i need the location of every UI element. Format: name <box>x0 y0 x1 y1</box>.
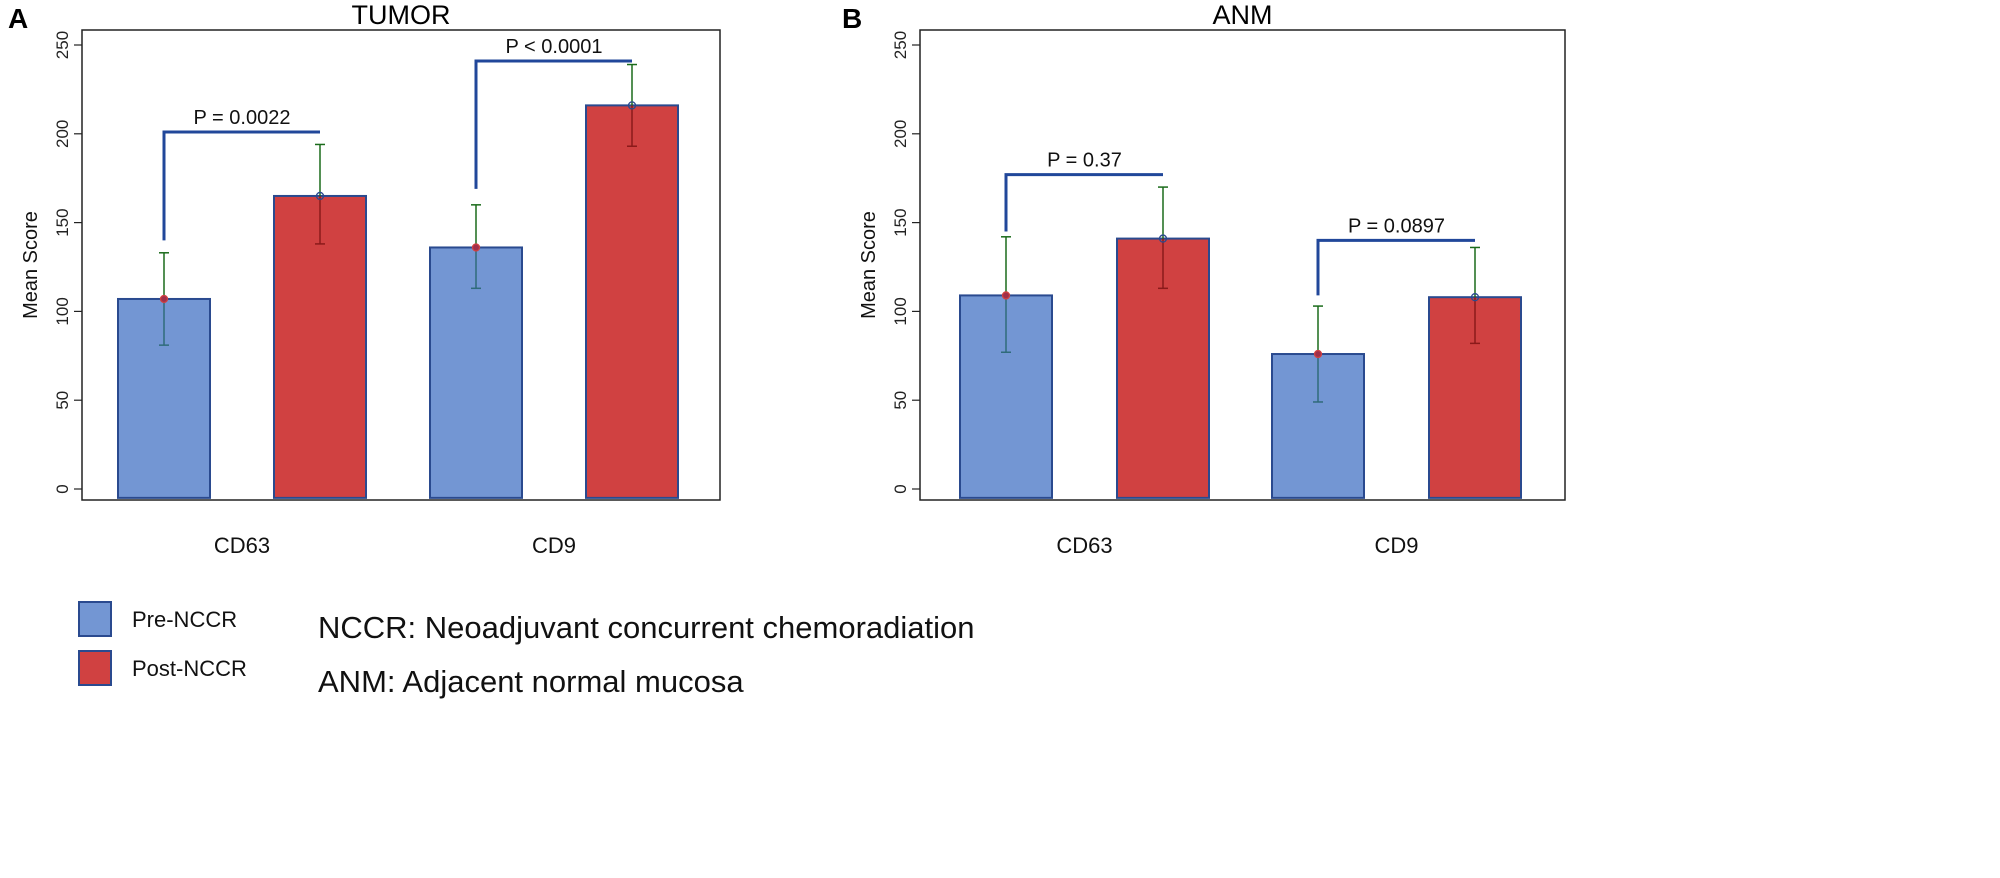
mean-marker <box>159 294 169 304</box>
y-tick-label: 200 <box>891 120 910 148</box>
category-label: CD9 <box>532 533 576 558</box>
significance-bracket <box>474 59 632 189</box>
legend-label-pre: Pre-NCCR <box>132 607 238 632</box>
panel-label: B <box>842 3 862 34</box>
chart-title: TUMOR <box>352 0 451 30</box>
mean-marker <box>315 191 325 201</box>
category-label: CD63 <box>214 533 270 558</box>
y-tick-label: 200 <box>53 120 72 148</box>
note-nccr: NCCR: Neoadjuvant concurrent chemoradiat… <box>318 610 975 645</box>
y-axis-label: Mean Score <box>858 211 880 319</box>
p-value-label: P = 0.37 <box>1047 150 1122 172</box>
bar-pre-nccr-cd9 <box>429 246 523 499</box>
bar-post-nccr-cd9 <box>585 104 679 499</box>
y-tick-label: 250 <box>891 31 910 59</box>
y-tick-label: 100 <box>53 297 72 325</box>
p-value-label: P = 0.0897 <box>1348 215 1445 237</box>
category-label: CD63 <box>1056 533 1112 558</box>
p-value-label: P < 0.0001 <box>506 36 603 58</box>
y-tick-label: 250 <box>53 31 72 59</box>
legend-swatch-post <box>78 650 112 686</box>
mean-marker <box>1158 234 1168 243</box>
significance-bracket <box>1316 238 1475 296</box>
panel-label: A <box>8 3 28 34</box>
y-tick-label: 0 <box>891 484 910 493</box>
mean-marker <box>1001 291 1011 300</box>
y-tick-label: 150 <box>53 208 72 236</box>
plot-area <box>81 29 721 501</box>
mean-marker <box>1313 349 1323 359</box>
y-tick-label: 100 <box>891 297 910 325</box>
y-axis-label: Mean Score <box>20 211 42 319</box>
significance-bracket <box>1004 173 1163 232</box>
category-label: CD9 <box>1374 533 1418 558</box>
legend-label-post: Post-NCCR <box>132 656 247 681</box>
mean-marker <box>1470 293 1480 302</box>
mean-marker <box>627 101 637 110</box>
plot-area <box>919 29 1566 501</box>
y-tick-label: 150 <box>891 208 910 236</box>
legend-swatch-pre <box>78 601 112 637</box>
mean-marker <box>471 243 481 252</box>
p-value-label: P = 0.0022 <box>194 107 291 129</box>
bar-pre-nccr-cd9 <box>1271 353 1365 499</box>
bar-post-nccr-cd63 <box>273 194 367 499</box>
note-anm: ANM: Adjacent normal mucosa <box>318 664 744 699</box>
y-tick-label: 50 <box>53 391 72 410</box>
y-tick-label: 0 <box>53 484 72 493</box>
significance-bracket <box>162 130 320 241</box>
y-tick-label: 50 <box>891 391 910 410</box>
chart-title: ANM <box>1213 0 1273 30</box>
